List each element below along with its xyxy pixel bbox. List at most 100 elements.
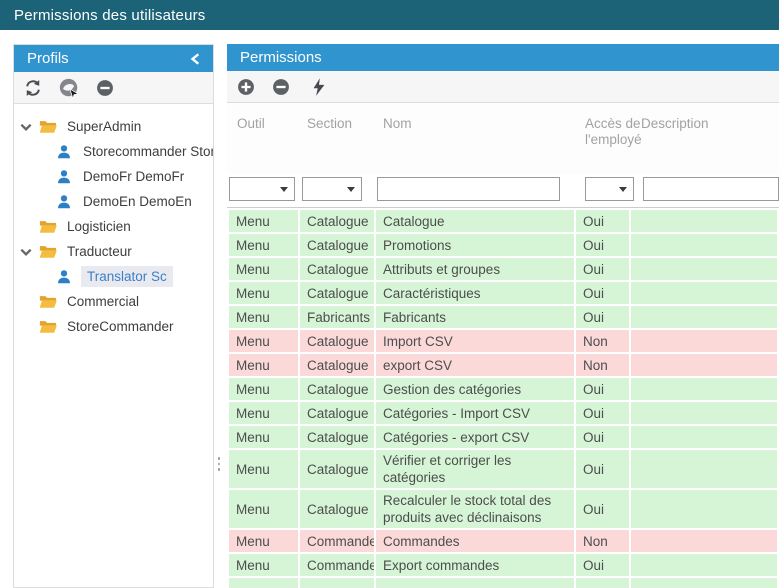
cell-description[interactable] xyxy=(631,354,777,376)
cell-description[interactable] xyxy=(631,450,777,488)
cell-nom: Catégories - Import CSV xyxy=(376,402,574,424)
cell-outil: Menu xyxy=(229,282,298,304)
tree-item-superadmin[interactable]: SuperAdmin xyxy=(14,114,213,139)
permissions-panel: Permissions Outil Section Nom Accès de l… xyxy=(227,44,779,588)
cell-acces[interactable]: Oui xyxy=(576,554,629,576)
tree-item-demofr[interactable]: DemoFr DemoFr xyxy=(14,164,213,189)
cell-description[interactable] xyxy=(631,426,777,448)
column-header-nom[interactable]: Nom xyxy=(383,116,412,132)
cell-acces[interactable]: Oui xyxy=(576,282,629,304)
cell-section: Catalogue xyxy=(300,354,374,376)
add-circle-icon[interactable] xyxy=(236,77,256,97)
permission-row[interactable]: Menu Catalogue Import CSV Non xyxy=(229,330,777,352)
permission-row[interactable]: Menu Catalogue Catégories - export CSV O… xyxy=(229,426,777,448)
permission-row[interactable] xyxy=(229,578,777,588)
permission-row[interactable]: Menu Catalogue export CSV Non xyxy=(229,354,777,376)
cell-nom: Vérifier et corriger les catégories xyxy=(376,450,574,488)
cell-nom: Export commandes xyxy=(376,554,574,576)
cell-description[interactable] xyxy=(631,306,777,328)
cell-outil: Menu xyxy=(229,258,298,280)
cell-nom: Catalogue xyxy=(376,210,574,232)
cell-section: Commandes xyxy=(300,554,374,576)
cell-description[interactable] xyxy=(631,330,777,352)
cell-acces[interactable]: Oui xyxy=(576,306,629,328)
permission-row[interactable]: Menu Commandes Commandes Non xyxy=(229,530,777,552)
permission-row[interactable]: Menu Catalogue Promotions Oui xyxy=(229,234,777,256)
cell-acces[interactable]: Non xyxy=(576,530,629,552)
column-header-outil[interactable]: Outil xyxy=(237,116,265,132)
cell-description[interactable] xyxy=(631,402,777,424)
column-header-description[interactable]: Description xyxy=(641,116,709,132)
lightning-icon[interactable] xyxy=(309,77,329,97)
chevron-down-icon[interactable] xyxy=(19,245,33,259)
permission-row[interactable]: Menu Catalogue Attributs et groupes Oui xyxy=(229,258,777,280)
cell-description[interactable] xyxy=(631,282,777,304)
splitter-handle[interactable] xyxy=(215,452,223,476)
remove-circle-icon[interactable] xyxy=(271,77,291,97)
remove-circle-icon[interactable] xyxy=(95,78,115,98)
cell-acces[interactable]: Oui xyxy=(576,490,629,528)
tree-item-traducteur[interactable]: Traducteur xyxy=(14,239,213,264)
cell-acces[interactable]: Non xyxy=(576,354,629,376)
cell-acces[interactable]: Oui xyxy=(576,234,629,256)
cell-description[interactable] xyxy=(631,490,777,528)
permission-row[interactable]: Menu Catalogue Gestion des catégories Ou… xyxy=(229,378,777,400)
prestashop-icon[interactable] xyxy=(58,77,80,99)
tree-item-logisticien[interactable]: Logisticien xyxy=(14,214,213,239)
permission-row[interactable]: Menu Catalogue Caractéristiques Oui xyxy=(229,282,777,304)
cell-acces[interactable]: Oui xyxy=(576,258,629,280)
cell-outil: Menu xyxy=(229,354,298,376)
tree-item-demoen[interactable]: DemoEn DemoEn xyxy=(14,189,213,214)
tree-item-translator-sc[interactable]: Translator Sc xyxy=(14,264,213,289)
cell-acces[interactable]: Oui xyxy=(576,426,629,448)
cell-acces[interactable]: Oui xyxy=(576,450,629,488)
outil-filter-select[interactable] xyxy=(229,177,295,201)
cell-description[interactable] xyxy=(631,234,777,256)
cell-section: Catalogue xyxy=(300,258,374,280)
cell-description[interactable] xyxy=(631,210,777,232)
permission-row[interactable]: Menu Catalogue Vérifier et corriger les … xyxy=(229,450,777,488)
cell-acces[interactable]: Oui xyxy=(576,378,629,400)
tree-item-label: StoreCommander xyxy=(65,316,176,337)
cell-description[interactable] xyxy=(631,530,777,552)
cell-nom: Promotions xyxy=(376,234,574,256)
column-header-acces[interactable]: Accès de l'employé xyxy=(585,116,647,148)
tree-item-label: Storecommander Store xyxy=(81,141,213,162)
cell-section: Commandes xyxy=(300,530,374,552)
cell-section: Catalogue xyxy=(300,210,374,232)
permission-row[interactable]: Menu Commandes Export commandes Oui xyxy=(229,554,777,576)
tree-item-label: DemoEn DemoEn xyxy=(81,191,194,212)
profiles-tree: SuperAdmin Storecommander Store DemoFr D… xyxy=(14,104,213,339)
cell-outil xyxy=(229,578,298,588)
permission-row[interactable]: Menu Catalogue Catalogue Oui xyxy=(229,210,777,232)
chevron-down-icon xyxy=(347,187,355,192)
permission-row[interactable]: Menu Fabricants Fabricants Oui xyxy=(229,306,777,328)
permission-row[interactable]: Menu Catalogue Catégories - Import CSV O… xyxy=(229,402,777,424)
cell-nom: Catégories - export CSV xyxy=(376,426,574,448)
acces-filter-select[interactable] xyxy=(585,177,634,201)
cell-description[interactable] xyxy=(631,578,777,588)
cell-description[interactable] xyxy=(631,554,777,576)
description-filter-input[interactable] xyxy=(643,177,779,201)
chevron-down-icon[interactable] xyxy=(19,120,33,134)
cell-description[interactable] xyxy=(631,258,777,280)
tree-item-storecommander-profile[interactable]: StoreCommander xyxy=(14,314,213,339)
tree-item-commercial[interactable]: Commercial xyxy=(14,289,213,314)
nom-filter-input[interactable] xyxy=(377,177,560,201)
cell-acces[interactable]: Oui xyxy=(576,402,629,424)
cell-acces[interactable] xyxy=(576,578,629,588)
cell-outil: Menu xyxy=(229,378,298,400)
tree-item-storecommander-store[interactable]: Storecommander Store xyxy=(14,139,213,164)
folder-open-icon xyxy=(39,243,57,260)
cell-outil: Menu xyxy=(229,530,298,552)
cell-acces[interactable]: Non xyxy=(576,330,629,352)
collapse-panel-icon[interactable] xyxy=(189,52,203,66)
column-header-section[interactable]: Section xyxy=(307,116,352,132)
cell-acces[interactable]: Oui xyxy=(576,210,629,232)
refresh-icon[interactable] xyxy=(23,78,43,98)
cell-section: Catalogue xyxy=(300,282,374,304)
cell-description[interactable] xyxy=(631,378,777,400)
section-filter-select[interactable] xyxy=(302,177,362,201)
tree-item-label-selected: Translator Sc xyxy=(81,266,173,287)
permission-row[interactable]: Menu Catalogue Recalculer le stock total… xyxy=(229,490,777,528)
